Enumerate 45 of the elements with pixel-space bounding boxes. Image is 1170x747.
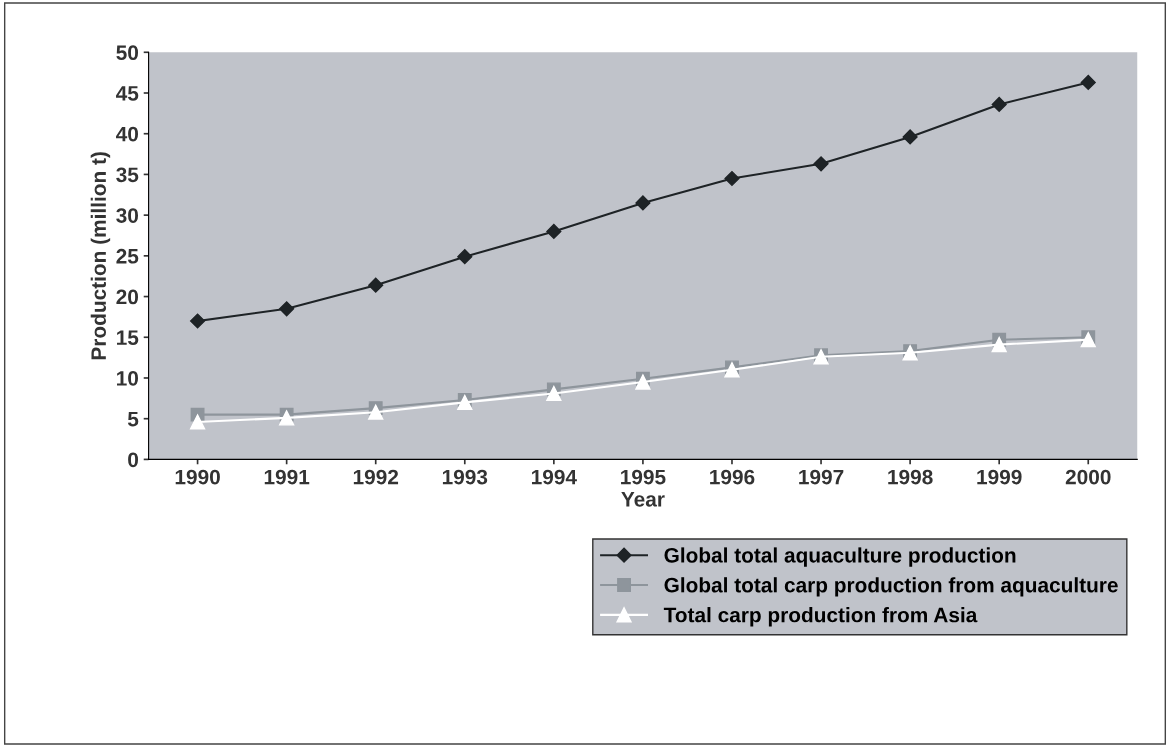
y-tick-label: 50 <box>116 45 139 61</box>
point <box>991 96 1007 112</box>
legend-label: Global total carp production from aquaculture <box>664 577 1118 597</box>
point <box>635 195 651 211</box>
point <box>457 394 473 411</box>
y-tick-label: 0 <box>128 452 139 468</box>
x-tick-label: 1995 <box>621 469 666 485</box>
y-tick-label: 40 <box>116 126 139 142</box>
point <box>546 223 562 239</box>
x-tick-label: 1992 <box>353 469 399 485</box>
x-tick-label: 1994 <box>531 469 577 485</box>
x-tick-label: 1996 <box>710 469 755 485</box>
y-tick-label: 5 <box>127 411 139 427</box>
point <box>635 374 651 390</box>
y-tick-label: 35 <box>116 167 139 183</box>
x-axis-title: Year <box>621 492 665 507</box>
legend-label: Global total aquaculture production <box>664 547 1016 567</box>
y-tick-label: 15 <box>117 330 139 346</box>
point <box>189 414 206 430</box>
point <box>546 385 562 402</box>
x-tick-label: 1999 <box>977 469 1022 485</box>
point <box>368 404 384 420</box>
x-tick-label: 1993 <box>442 469 488 485</box>
point <box>190 313 206 329</box>
x-tick-label: 1991 <box>264 469 310 485</box>
point <box>1080 74 1096 90</box>
y-axis-title: Production (million t) <box>90 152 111 360</box>
point <box>724 170 740 187</box>
y-tick-label: 30 <box>116 208 139 223</box>
point <box>902 129 918 145</box>
point <box>279 410 295 426</box>
y-tick-label: 25 <box>116 248 139 264</box>
x-tick-label: 1998 <box>888 469 933 485</box>
point <box>813 156 829 172</box>
legend-label: Total carp production from Asia <box>663 607 978 627</box>
x-tick-label: 1990 <box>175 469 220 485</box>
point <box>279 301 295 317</box>
y-tick-label: 20 <box>116 289 139 305</box>
point <box>457 249 473 265</box>
y-tick-label: 45 <box>116 86 139 101</box>
x-tick-label: 2000 <box>1065 469 1111 485</box>
y-tick-label: 10 <box>117 370 139 386</box>
x-tick-label: 1997 <box>799 469 844 485</box>
point <box>991 336 1007 353</box>
point <box>368 277 384 293</box>
